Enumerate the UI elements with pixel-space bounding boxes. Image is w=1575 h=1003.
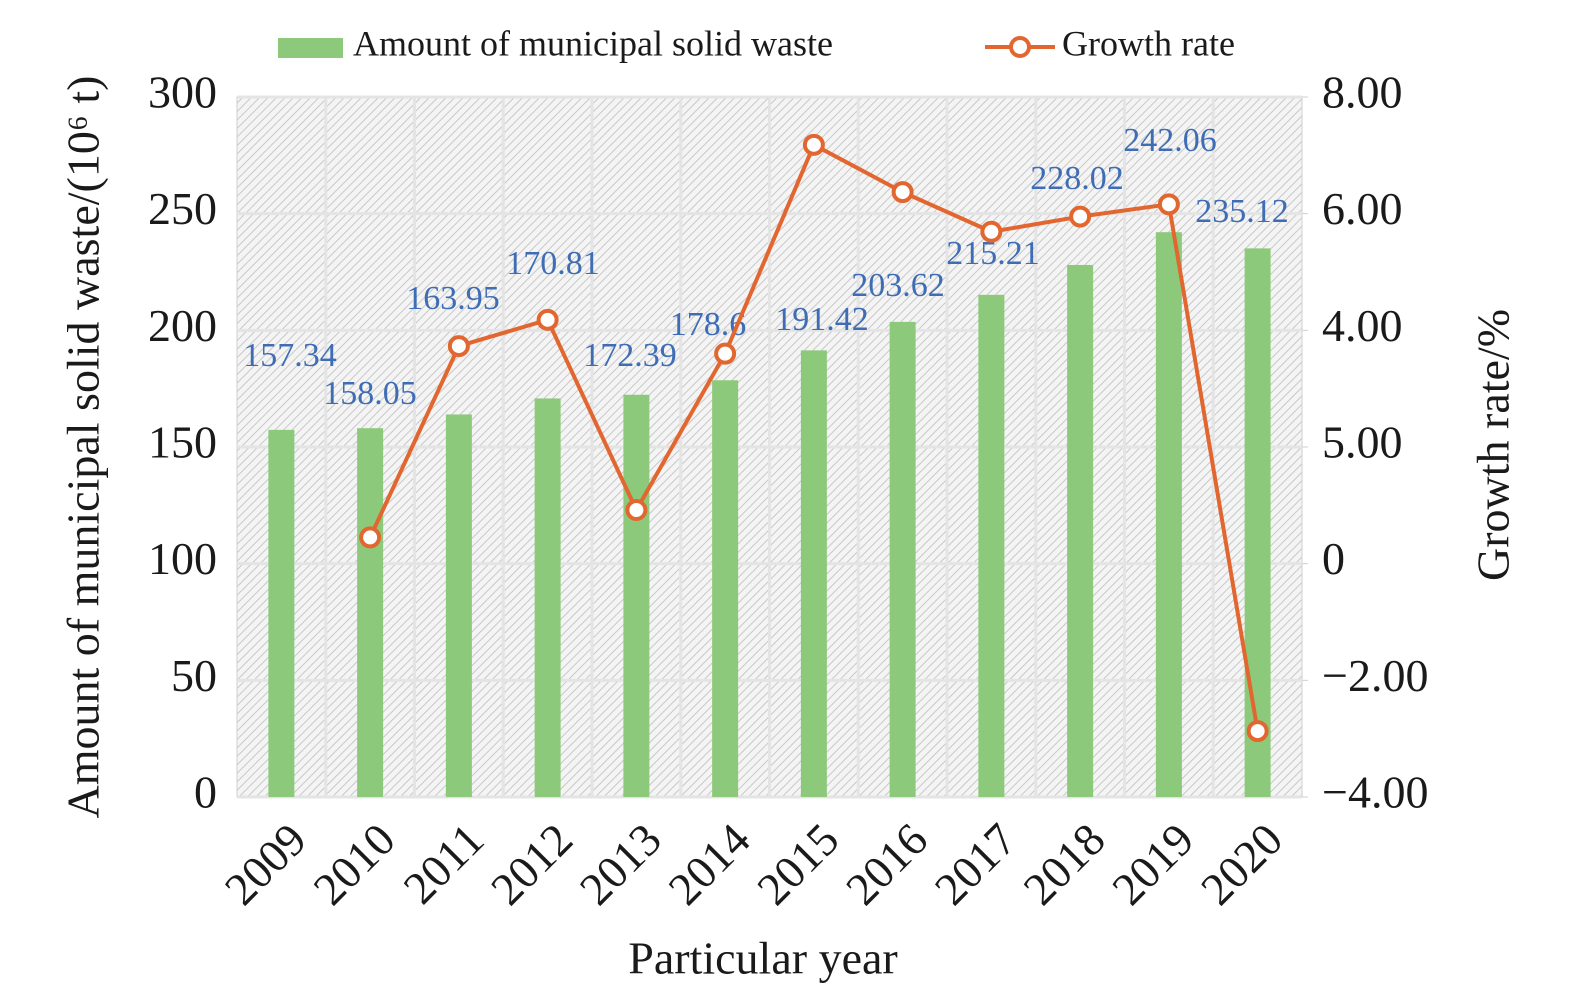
bar (623, 394, 650, 797)
y2-tick-label: 0 (1322, 533, 1345, 584)
y2-axis-title: Growth rate/% (1468, 309, 1519, 581)
x-tick-label: 2016 (836, 813, 937, 914)
bar (889, 321, 916, 797)
data-label: 203.62 (851, 267, 945, 304)
y-tick-label: 100 (148, 533, 217, 584)
data-label: 158.05 (323, 375, 417, 412)
x-tick-label: 2017 (925, 813, 1026, 914)
data-label: 191.42 (775, 301, 869, 338)
data-label: 178.6 (670, 306, 747, 343)
growth-point (359, 526, 382, 549)
data-label: 163.95 (406, 280, 500, 317)
data-label: 170.81 (506, 245, 600, 282)
legend-marker (1009, 36, 1031, 58)
y-tick-label: 150 (148, 417, 217, 468)
bar (534, 398, 561, 797)
legend-label: Amount of municipal solid waste (353, 23, 833, 63)
bar (445, 414, 472, 797)
data-label: 235.12 (1195, 193, 1289, 230)
bar (357, 428, 384, 797)
growth-point (980, 220, 1003, 243)
x-tick-label: 2020 (1191, 813, 1292, 914)
x-tick-label: 2015 (747, 813, 848, 914)
x-tick-label: 2011 (394, 813, 494, 913)
x-axis-title: Particular year (628, 933, 897, 984)
y-tick-label: 300 (148, 67, 217, 118)
growth-point (802, 133, 825, 156)
y2-tick-label: −2.00 (1322, 650, 1428, 701)
bar (800, 350, 827, 797)
bar (1067, 264, 1094, 797)
y-tick-label: 250 (148, 183, 217, 234)
growth-point (536, 308, 559, 331)
bar (1155, 232, 1182, 797)
x-tick-label: 2014 (659, 813, 760, 914)
y2-tick-label: −4.00 (1322, 767, 1428, 818)
growth-point (891, 181, 914, 204)
growth-point (714, 342, 737, 365)
x-tick-label: 2009 (215, 813, 316, 914)
data-label: 228.02 (1030, 160, 1124, 197)
x-tick-label: 2013 (570, 813, 671, 914)
x-tick-label: 2019 (1102, 813, 1203, 914)
y-axis-title: Amount of municipal solid waste/(10⁶ t) (58, 76, 109, 819)
bar (978, 294, 1005, 797)
growth-point (625, 499, 648, 521)
data-label: 157.34 (243, 337, 337, 374)
y2-tick-label: 4.00 (1322, 300, 1403, 351)
y-tick-label: 50 (171, 650, 217, 701)
y2-tick-label: 6.00 (1322, 183, 1403, 234)
legend-label: Growth rate (1062, 23, 1235, 63)
bar (268, 429, 295, 797)
bar (1244, 248, 1271, 798)
y-tick-label: 0 (194, 767, 217, 818)
x-tick-label: 2012 (481, 813, 582, 914)
y-tick-label: 200 (148, 300, 217, 351)
legend-swatch (278, 38, 343, 58)
bar (712, 380, 739, 797)
data-label: 242.06 (1123, 122, 1217, 159)
growth-point (447, 335, 470, 358)
growth-point (1069, 205, 1092, 228)
x-tick-label: 2018 (1014, 813, 1115, 914)
growth-point (1157, 193, 1180, 216)
y2-tick-label: 5.00 (1322, 417, 1403, 468)
data-label: 172.39 (583, 337, 677, 374)
x-tick-label: 2010 (304, 813, 405, 914)
y2-tick-label: 8.00 (1322, 67, 1403, 118)
growth-point (1246, 720, 1269, 743)
